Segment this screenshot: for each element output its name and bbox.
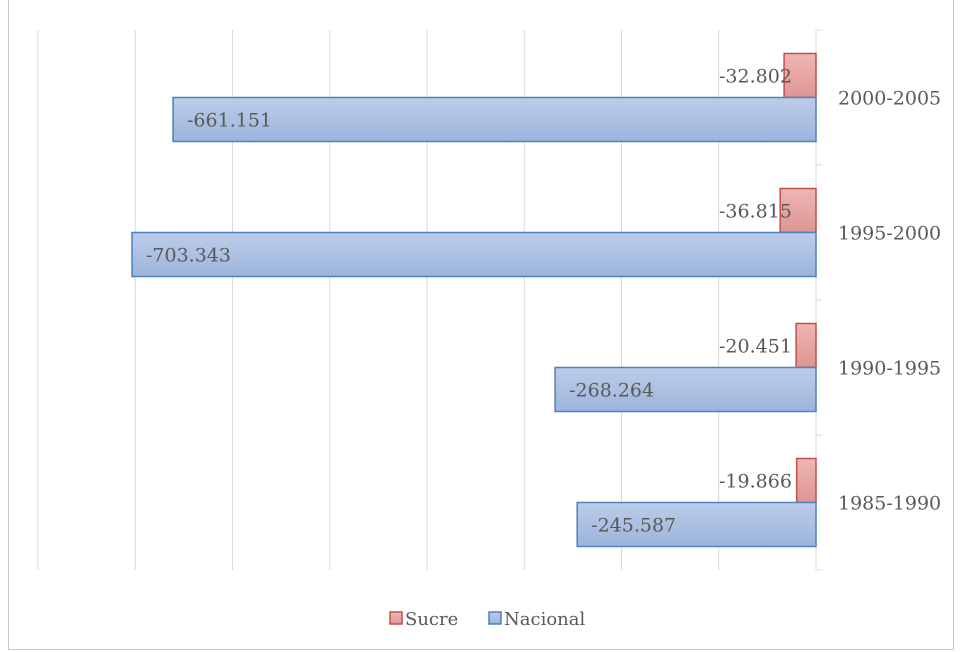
bars: [131, 52, 817, 548]
bar-sucre-1985-1990: [795, 457, 817, 504]
data-label-sucre-1995-2000: -36.815: [719, 201, 792, 223]
legend-swatch-nacional: [488, 611, 502, 625]
data-label-sucre-1985-1990: -19.866: [719, 471, 792, 493]
chart-frame: [8, 0, 954, 650]
value-labels: -19.866 -245.587 -20.451 -268.264 -36.815 -70…: [146, 66, 792, 537]
data-label-sucre-2000-2005: -32.802: [719, 66, 792, 88]
legend-swatch-sucre: [389, 611, 403, 625]
bar-nacional-1985-1990: [576, 501, 817, 548]
data-label-nacional-1990-1995: -268.264: [569, 380, 654, 402]
data-label-nacional-1985-1990: -245.587: [591, 515, 676, 537]
legend-label-sucre: Sucre: [405, 609, 458, 630]
bar-sucre-1995-2000: [779, 187, 817, 234]
legend: Sucre Nacional: [389, 609, 585, 630]
legend-label-nacional: Nacional: [504, 609, 585, 630]
data-label-nacional-2000-2005: -661.151: [187, 110, 272, 132]
bar-sucre-1990-1995: [795, 322, 817, 369]
category-label-1985-1990: 1985-1990: [838, 493, 941, 515]
bar-nacional-1995-2000: [131, 231, 817, 278]
category-label-1990-1995: 1990-1995: [838, 358, 941, 380]
bar-nacional-2000-2005: [172, 96, 817, 143]
data-label-sucre-1990-1995: -20.451: [719, 336, 792, 358]
category-label-2000-2005: 2000-2005: [838, 88, 941, 110]
bar-nacional-1990-1995: [554, 366, 817, 413]
data-label-nacional-1995-2000: -703.343: [146, 245, 231, 267]
category-labels: 1985-1990 1990-1995 1995-2000 2000-2005: [838, 88, 941, 515]
category-label-1995-2000: 1995-2000: [838, 223, 941, 245]
bar-sucre-2000-2005: [783, 52, 817, 99]
